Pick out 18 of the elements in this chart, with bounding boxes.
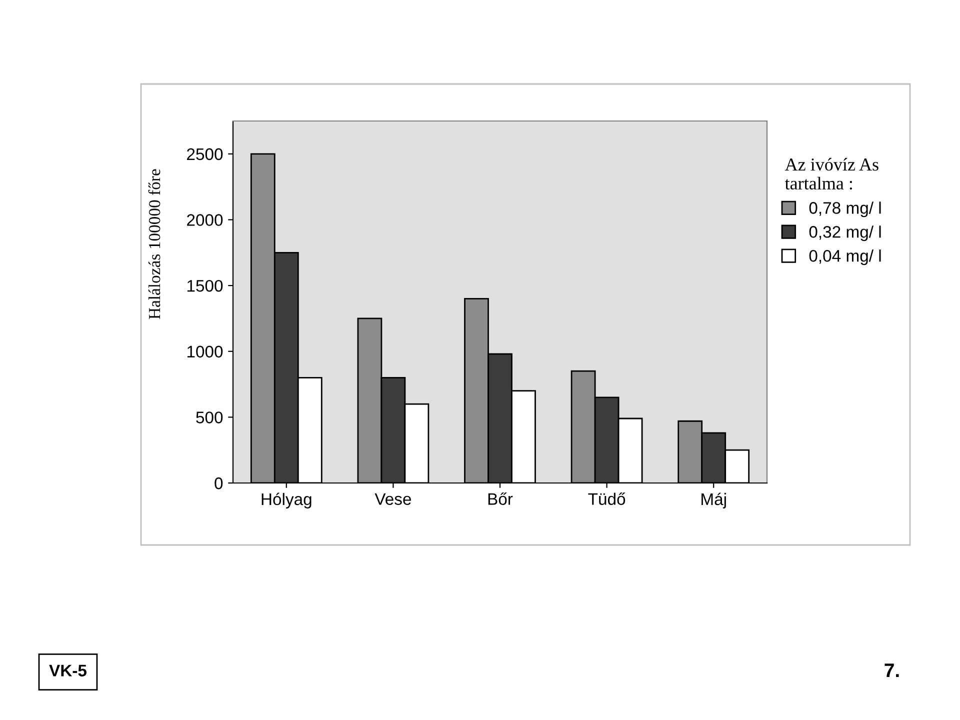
- y-axis-title: Halálozás 100000 főre: [148, 169, 160, 320]
- y-tick-label: 1000: [187, 346, 223, 358]
- x-tick-label: Bőr: [488, 492, 513, 505]
- y-tick-label: 500: [196, 412, 223, 424]
- x-tick-label: Máj: [702, 492, 726, 508]
- legend-label: 0,78 mg/ l: [809, 202, 881, 218]
- y-tick-label: 2500: [187, 148, 223, 160]
- legend-label: 0,04 mg/ l: [809, 250, 881, 266]
- x-tick-label: Tüdő: [588, 492, 626, 505]
- x-tick-label: Vese: [374, 493, 411, 505]
- legend-title: Az ivóvíz As tartalma :: [784, 158, 878, 190]
- y-tick-label: 2000: [187, 214, 223, 226]
- legend-label: 0,32 mg/ l: [809, 226, 881, 242]
- y-tick-label: 0: [214, 477, 223, 490]
- text: VK-5: [49, 664, 87, 676]
- x-tick-label: Hólyag: [262, 492, 312, 508]
- y-tick-label: 1500: [187, 280, 223, 292]
- text: 7.: [884, 664, 899, 678]
